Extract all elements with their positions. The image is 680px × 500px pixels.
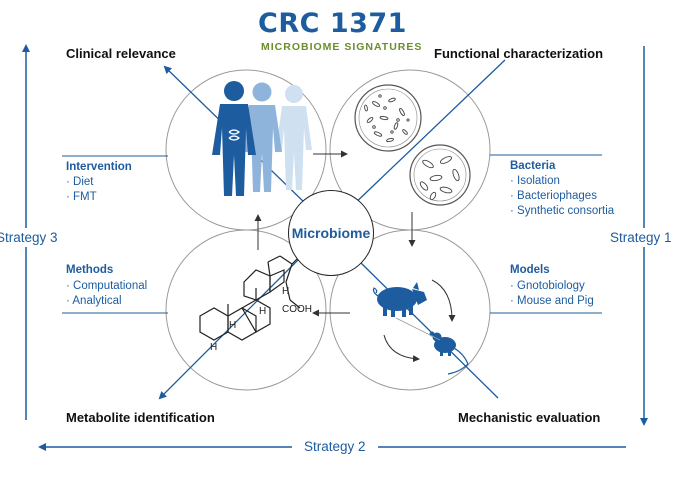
intervention-heading: Intervention (66, 161, 132, 173)
molecule-h-label: H (229, 320, 237, 331)
strategy-3-label: Strategy 3 (0, 228, 58, 247)
bacteria-heading: Bacteria (510, 160, 556, 172)
human-silhouettes-icon (212, 81, 312, 196)
bacteria-item: · Isolation (510, 175, 560, 187)
microbiome-label: Microbiome (291, 225, 371, 241)
diagonal-functional-line (349, 59, 506, 209)
molecule-cooh-label: COOH (282, 304, 312, 315)
models-item: · Mouse and Pig (510, 295, 594, 307)
intervention-item: · Diet (66, 176, 94, 188)
cycle-arrow-upper (431, 279, 456, 322)
model-link-line (395, 317, 441, 341)
page-title: CRC 1371 (258, 8, 407, 39)
petri-dish-icon (354, 84, 422, 152)
molecule-h-label: H (259, 306, 267, 317)
steroid-molecule-icon (199, 255, 301, 341)
strategy-2-label: Strategy 2 (300, 439, 370, 454)
methods-item: · Computational (66, 280, 148, 292)
models-heading: Models (510, 264, 550, 276)
microbiome-center-circle (288, 190, 374, 276)
diagonal-mechanistic-line (359, 261, 499, 399)
methods-heading: Methods (66, 264, 114, 276)
strategy-1-label: Strategy 1 (610, 228, 672, 247)
models-item: · Gnotobiology (510, 280, 585, 292)
corner-label-functional: Functional characterization (434, 46, 604, 61)
mouse-icon (429, 331, 469, 375)
circle-mechanistic (329, 229, 491, 391)
circle-metabolite (165, 229, 327, 391)
corner-label-mechanistic: Mechanistic evaluation (458, 410, 601, 425)
bacteria-item: · Bacteriophages (510, 190, 597, 202)
corner-label-metabolite: Metabolite identification (66, 410, 215, 425)
pig-icon (372, 282, 427, 317)
bacteria-item: · Synthetic consortia (510, 205, 615, 217)
bacteria-dish-icon (409, 144, 471, 206)
molecule-h-label: H (282, 286, 290, 297)
methods-item: · Analytical (66, 295, 122, 307)
molecule-h-label: H (210, 342, 218, 353)
intervention-item: · FMT (66, 191, 97, 203)
diagonal-metabolite-arrow (158, 257, 301, 400)
cycle-arrow-lower (383, 334, 420, 363)
corner-label-clinical: Clinical relevance (66, 46, 176, 61)
page-subtitle: MICROBIOME SIGNATURES (261, 41, 423, 53)
